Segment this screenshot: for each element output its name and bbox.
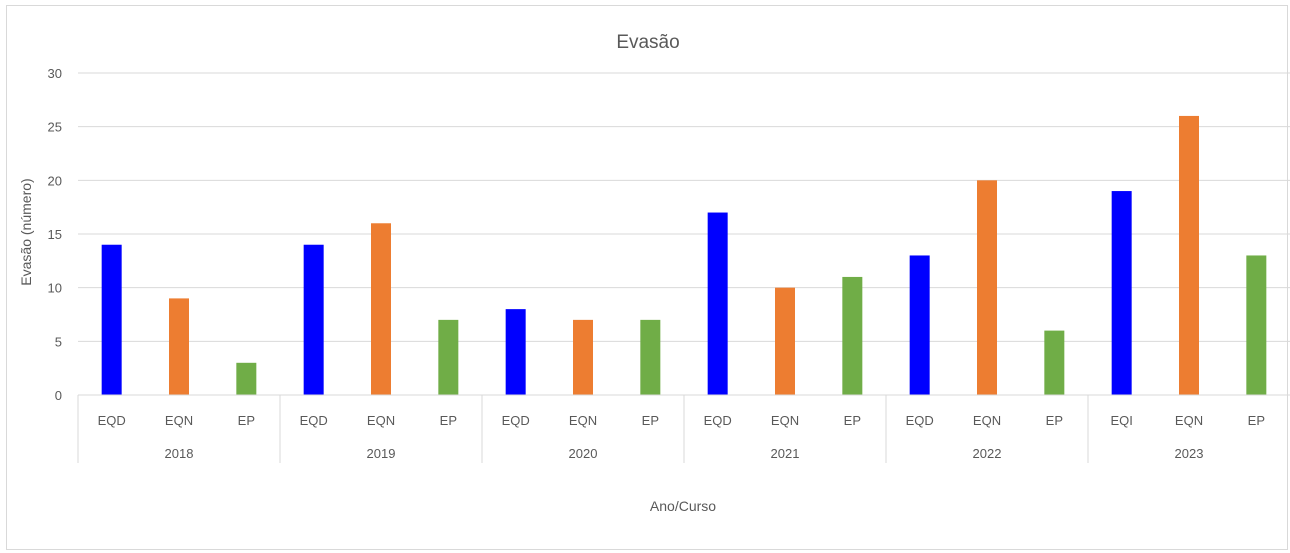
- bar: [236, 362, 257, 395]
- x-tick-label: EQD: [906, 413, 934, 428]
- y-tick-label: 25: [48, 120, 62, 135]
- bar: [775, 287, 795, 395]
- x-tick-label: EQD: [300, 413, 328, 428]
- bar: [1044, 330, 1065, 395]
- x-tick-label: EP: [844, 413, 861, 428]
- x-tick-label: EP: [1046, 413, 1063, 428]
- bar: [101, 244, 122, 395]
- x-tick-label: EQN: [771, 413, 799, 428]
- x-tick-label: EQN: [165, 413, 193, 428]
- chart-frame: [6, 5, 1288, 550]
- bar: [640, 319, 661, 395]
- x-tick-label: EQN: [973, 413, 1001, 428]
- chart-title: Evasão: [616, 32, 679, 53]
- year-label: 2018: [165, 446, 194, 461]
- bar: [505, 309, 526, 395]
- x-tick-label: EP: [440, 413, 457, 428]
- y-tick-label: 10: [48, 281, 62, 296]
- y-axis-title: Evasão (número): [18, 178, 34, 285]
- x-tick-label: EQI: [1110, 413, 1132, 428]
- bar: [1246, 255, 1267, 395]
- year-label: 2023: [1175, 446, 1204, 461]
- bar: [707, 212, 728, 395]
- bar: [438, 319, 459, 395]
- x-axis: EQD EQN EP 2018 EQD EQN EP 2019 EQD EQN EP 2020 EQD E…: [77, 394, 1290, 463]
- x-tick-label: EP: [1248, 413, 1265, 428]
- bar: [909, 255, 930, 395]
- y-tick-label: 5: [55, 334, 62, 349]
- year-label: 2020: [569, 446, 598, 461]
- y-tick-label: 20: [48, 173, 62, 188]
- x-tick-label: EQN: [367, 413, 395, 428]
- bar: [371, 223, 391, 395]
- bar: [169, 298, 189, 395]
- bars: [101, 115, 1267, 395]
- x-tick-label: EQN: [1175, 413, 1203, 428]
- bar: [977, 180, 997, 395]
- x-tick-label: EQD: [704, 413, 732, 428]
- bar: [1179, 115, 1199, 395]
- x-tick-label: EQD: [502, 413, 530, 428]
- gridlines: [78, 72, 1290, 396]
- y-tick-label: 15: [48, 227, 62, 242]
- year-label: 2019: [367, 446, 396, 461]
- y-tick-label: 30: [48, 66, 62, 81]
- year-label: 2021: [771, 446, 800, 461]
- year-label: 2022: [973, 446, 1002, 461]
- x-tick-label: EP: [238, 413, 255, 428]
- bar: [573, 319, 593, 395]
- x-axis-title: Ano/Curso: [650, 498, 716, 514]
- bar: [303, 244, 324, 395]
- bar: [1111, 191, 1132, 395]
- x-tick-label: EQD: [98, 413, 126, 428]
- bar: [842, 276, 863, 395]
- y-tick-label: 0: [55, 388, 62, 403]
- x-tick-label: EQN: [569, 413, 597, 428]
- x-tick-label: EP: [642, 413, 659, 428]
- y-tick-labels: 0 5 10 15 20 25 30: [48, 66, 62, 403]
